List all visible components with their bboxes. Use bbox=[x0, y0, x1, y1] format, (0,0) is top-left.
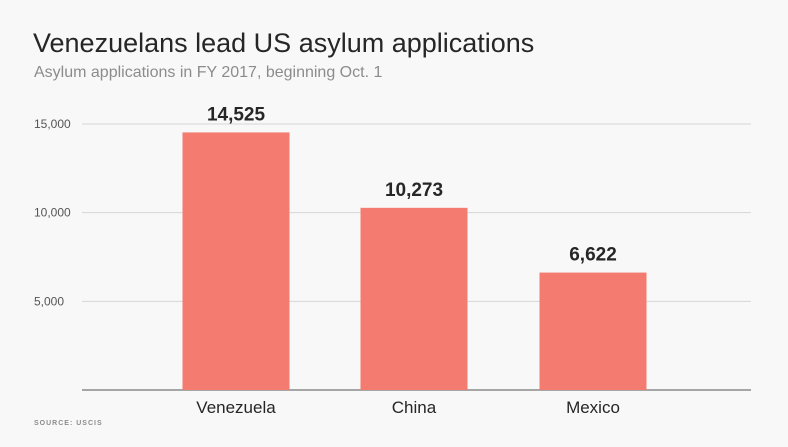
data-label-china: 10,273 bbox=[385, 180, 443, 201]
labels: 5,000 10,000 15,000 14,525 Venezuela 10,273 Ch… bbox=[34, 104, 620, 417]
category-label-mexico: Mexico bbox=[566, 398, 620, 417]
y-tick-label: 15,000 bbox=[34, 117, 71, 131]
bars bbox=[182, 132, 647, 390]
bar-mexico bbox=[539, 272, 647, 390]
bar-china bbox=[360, 207, 468, 390]
y-tick-label: 10,000 bbox=[34, 206, 71, 220]
data-label-venezuela: 14,525 bbox=[207, 104, 266, 125]
chart-title: Venezuelans lead US asylum applications bbox=[33, 28, 535, 58]
bar-venezuela bbox=[182, 132, 290, 390]
category-label-venezuela: Venezuela bbox=[196, 398, 276, 417]
source-note: SOURCE: USCIS bbox=[34, 420, 103, 427]
category-label-china: China bbox=[392, 398, 437, 417]
chart-subtitle: Asylum applications in FY 2017, beginnin… bbox=[34, 64, 383, 81]
data-label-mexico: 6,622 bbox=[569, 245, 617, 266]
y-tick-label: 5,000 bbox=[34, 294, 64, 308]
